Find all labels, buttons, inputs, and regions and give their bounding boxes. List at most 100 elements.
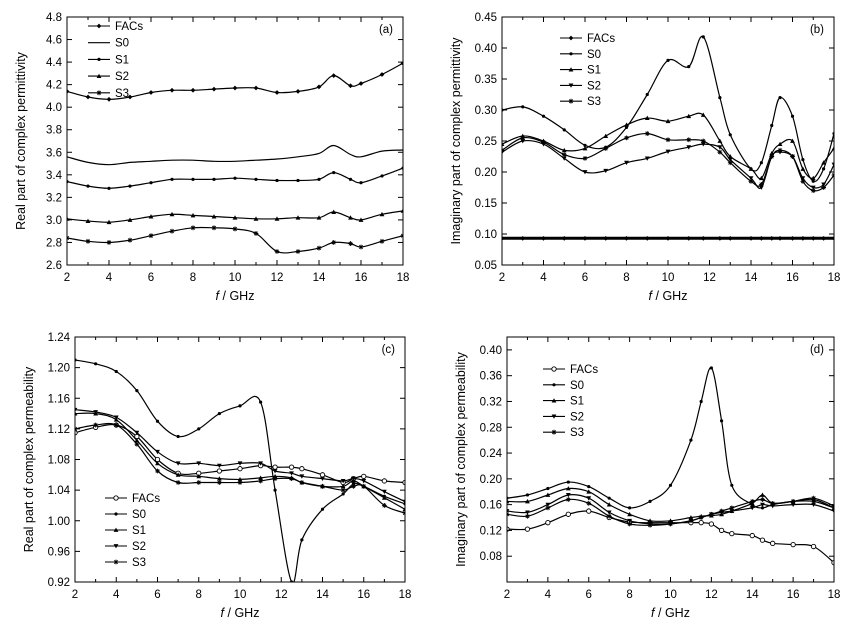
data-point	[331, 209, 337, 214]
data-point	[340, 487, 346, 493]
legend-label: FACs	[587, 33, 615, 45]
series-4-S3	[75, 422, 405, 516]
data-point	[67, 89, 70, 94]
data-point	[211, 225, 217, 231]
data-point	[273, 488, 277, 492]
x-axis-title: f / GHz	[221, 606, 260, 620]
data-point	[361, 483, 367, 489]
data-point	[760, 506, 765, 510]
data-point	[790, 235, 795, 241]
data-point	[93, 410, 99, 415]
x-tick-label: 2	[504, 589, 510, 601]
series-line	[502, 132, 834, 192]
data-point	[628, 506, 632, 510]
data-point	[719, 508, 724, 514]
data-point	[176, 434, 180, 439]
y-tick-label: 0.16	[480, 500, 502, 512]
y-tick-label: 3.2	[46, 192, 62, 204]
legend-label: S0	[115, 38, 129, 50]
x-tick-label: 4	[545, 589, 552, 601]
data-point	[831, 509, 834, 514]
data-point	[86, 184, 90, 188]
data-point	[94, 362, 98, 366]
data-point	[402, 506, 405, 512]
series-line	[75, 412, 405, 510]
x-tick-label: 2	[499, 272, 505, 284]
data-point	[821, 185, 827, 190]
panel-label: (a)	[379, 24, 393, 36]
y-tick-label: 0.40	[480, 345, 502, 357]
data-point	[821, 160, 827, 165]
series-3-S2	[75, 407, 405, 505]
x-tick-label: 8	[623, 272, 629, 284]
series-4-S3	[507, 495, 834, 528]
data-point	[402, 499, 405, 505]
x-axis-title: f / GHz	[216, 289, 255, 303]
data-point	[565, 511, 571, 517]
data-point	[212, 177, 216, 181]
data-point	[148, 233, 154, 239]
data-point	[175, 461, 181, 466]
data-point	[647, 522, 653, 528]
data-point	[379, 238, 385, 244]
series-3-S2	[502, 139, 834, 190]
data-point	[665, 137, 671, 143]
data-point	[565, 493, 571, 498]
data-point	[545, 505, 551, 511]
data-point	[800, 176, 806, 181]
data-point	[586, 508, 592, 514]
data-point	[520, 139, 526, 144]
data-point	[358, 81, 364, 86]
data-point	[810, 543, 817, 550]
data-point	[317, 177, 321, 181]
y-tick-label: 0.12	[480, 525, 502, 537]
data-point	[381, 503, 387, 508]
data-point	[718, 96, 722, 100]
series-line	[507, 367, 834, 509]
data-point	[748, 178, 754, 184]
data-point	[502, 141, 505, 147]
data-point	[777, 141, 783, 147]
data-point	[727, 157, 733, 162]
series-3-S2	[67, 208, 403, 225]
data-point	[149, 181, 153, 185]
series-1-S0	[507, 366, 834, 510]
legend-label: FACs	[570, 364, 598, 376]
data-point	[134, 441, 140, 447]
data-point	[75, 407, 78, 413]
data-point	[831, 505, 834, 510]
data-point	[749, 532, 755, 539]
data-point	[583, 143, 587, 147]
data-point	[687, 65, 691, 69]
data-point	[582, 235, 588, 241]
data-point	[85, 238, 91, 244]
data-point	[332, 170, 336, 175]
y-axis-title: Imaginary part of complex permeability	[454, 351, 468, 566]
data-point	[759, 537, 766, 543]
data-point	[381, 495, 387, 500]
data-point	[800, 178, 806, 184]
data-point	[717, 235, 723, 241]
legend-label: S2	[587, 80, 601, 92]
y-tick-label: 4.2	[46, 80, 62, 92]
data-point	[587, 484, 591, 489]
y-tick-label: 1.20	[48, 363, 70, 375]
data-point	[525, 493, 530, 497]
data-point	[603, 235, 609, 241]
data-point	[258, 461, 264, 466]
data-point	[545, 492, 551, 497]
x-tick-label: 6	[148, 272, 154, 284]
legend-label: S0	[587, 49, 601, 61]
legend-label: S3	[115, 88, 129, 100]
data-point	[729, 505, 735, 511]
data-point	[810, 188, 816, 193]
data-point	[811, 502, 816, 508]
x-axis-unit: / GHz	[655, 606, 690, 620]
y-axis-title: Imaginary part of complex permittivity	[449, 37, 463, 245]
y-tick-label: 1.12	[48, 424, 70, 436]
panel-label: (d)	[810, 344, 824, 356]
data-point	[666, 58, 670, 63]
data-point	[216, 480, 222, 485]
y-tick-label: 3.0	[46, 215, 62, 227]
data-point	[295, 249, 301, 254]
